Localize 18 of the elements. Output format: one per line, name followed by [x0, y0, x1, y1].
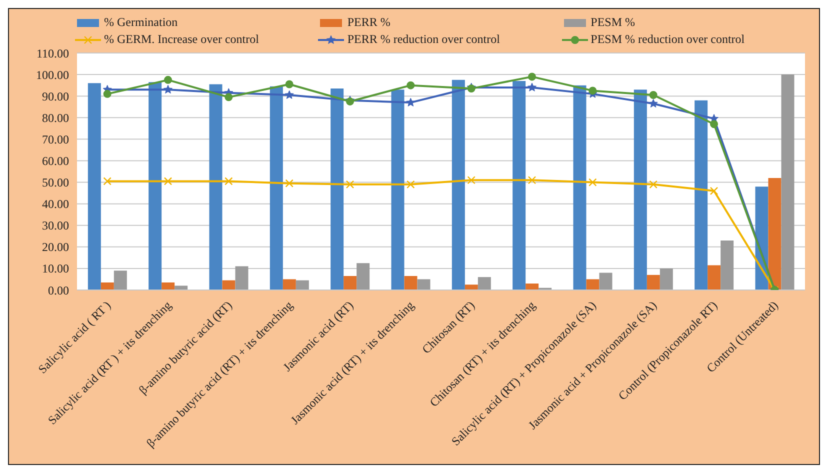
y-tick-label: 80.00: [42, 110, 69, 125]
legend-label: % GERM. Increase over control: [104, 32, 259, 47]
legend-label: PESM % reduction over control: [590, 32, 745, 47]
legend-label: PERR % reduction over control: [347, 32, 500, 47]
y-tick-label: 10.00: [42, 262, 69, 276]
y-tick-label: 40.00: [42, 197, 69, 212]
y-tick-label: 110.00: [36, 46, 69, 60]
y-tick-label: 30.00: [42, 218, 69, 233]
y-tick-label: 100.00: [36, 68, 69, 82]
legend-label: PESM %: [590, 15, 635, 30]
y-tick-label: 0.00: [48, 283, 69, 298]
y-tick-label: 60.00: [42, 154, 69, 168]
y-tick-label: 50.00: [42, 176, 69, 190]
y-tick-label: 20.00: [42, 240, 69, 254]
legend-label: % Germination: [104, 15, 178, 30]
y-tick-label: 90.00: [42, 89, 69, 104]
y-tick-label: 70.00: [42, 132, 69, 146]
legend-label: PERR %: [347, 15, 390, 30]
